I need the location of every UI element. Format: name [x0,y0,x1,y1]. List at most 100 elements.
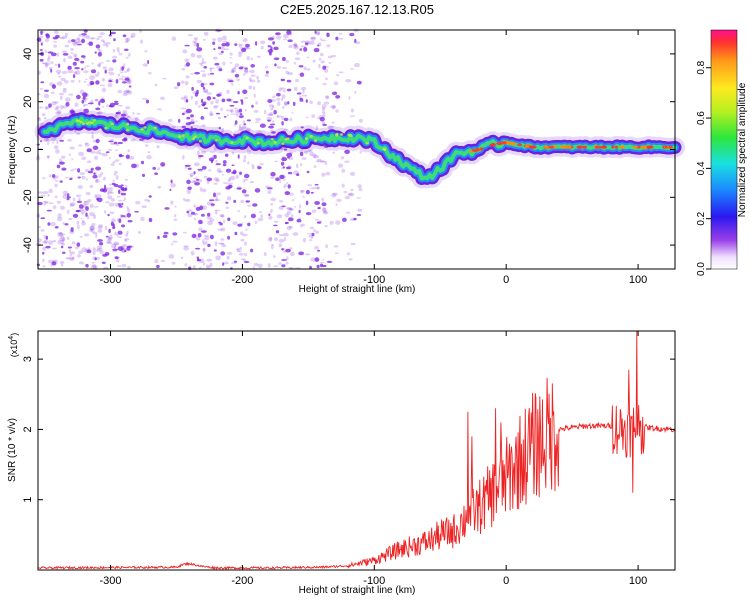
scatter-dot [296,172,299,176]
scatter-dot [64,223,69,226]
y-tick-label: 3 [22,356,34,362]
scatter-dot [72,197,76,202]
scatter-dot [107,237,113,242]
scatter-dot [78,151,84,157]
scatter-dot [98,152,102,155]
scatter-dot [316,264,320,269]
scatter-dot [160,162,166,167]
scatter-dot [290,251,295,257]
scatter-dot [57,75,62,78]
scatter-dot [170,200,174,205]
scatter-dot [61,35,68,39]
scatter-dot [341,183,345,188]
y-tick-label: 2 [22,426,34,432]
scatter-dot [233,199,237,203]
scatter-dot [209,199,215,202]
scatter-dot [213,105,219,108]
scatter-dot [257,166,262,170]
scatter-dot [321,207,327,213]
scatter-dot [270,171,276,177]
scatter-dot [97,197,103,203]
x-tick-label: -300 [100,575,122,587]
scatter-dot [116,233,119,237]
scatter-dot [59,237,65,242]
scatter-dot [284,184,287,188]
scatter-dot [118,189,121,194]
scatter-dot [44,138,49,142]
scatter-dot [90,69,97,74]
scatter-dot [265,65,268,69]
scatter-dot [322,211,329,215]
scatter-dot [121,263,127,268]
scatter-dot [94,179,100,183]
scatter-dot [335,95,341,99]
track-highlight [88,121,92,124]
spectrogram-y-label: Frequency (Hz) [7,116,18,185]
scatter-dot [283,186,286,189]
scatter-dot [62,88,67,94]
scatter-dot [127,149,131,153]
scatter-dot [187,167,192,170]
scatter-dot [78,208,85,211]
scatter-dot [302,89,305,94]
scatter-dot [298,251,304,256]
scatter-dot [321,104,327,109]
scatter-dot [120,245,125,250]
scatter-dot [271,244,274,250]
scatter-dot [357,184,363,189]
scatter-dot [244,108,247,112]
scatter-dot [112,248,118,251]
scatter-dot [240,238,245,242]
scatter-dot [201,98,204,104]
scatter-dot [102,176,106,181]
scatter-dot [45,106,51,110]
x-tick-label: -100 [363,274,385,286]
track-highlight [273,141,277,144]
scatter-dot [102,105,105,108]
scatter-dot [89,225,96,231]
scatter-dot [112,55,118,59]
scatter-dot [214,199,221,201]
track-peak [479,147,484,151]
scatter-dot [215,194,218,200]
scatter-dot [185,122,191,126]
scatter-dot [97,229,103,233]
scatter-dot [330,105,336,109]
scatter-dot [182,49,188,54]
track-peak [614,145,619,149]
scatter-dot [231,164,235,167]
scatter-dot [122,244,127,248]
scatter-dot [56,81,63,86]
colorbar-gradient [710,29,738,270]
scatter-dot [200,70,206,73]
scatter-dot [187,209,193,212]
scatter-dot [92,231,98,235]
scatter-dot [319,261,324,264]
colorbar-ticks: 0.0 0.2 0.4 0.6 0.8 [696,60,711,276]
scatter-dot [341,168,346,173]
scatter-dot [142,63,148,67]
scatter-dot [226,98,232,102]
scatter-dot [207,264,211,270]
track-highlight [256,142,260,145]
scatter-dot [238,66,244,70]
scatter-dot [218,52,223,56]
scatter-dot [126,38,129,43]
scatter-dot [200,64,203,67]
scatter-dot [244,252,248,257]
scatter-dot [255,101,258,105]
scatter-dot [83,200,90,206]
scatter-dot [300,163,303,167]
scatter-dot [51,91,55,95]
scatter-dot [54,101,59,104]
scatter-dot [124,178,128,181]
scatter-dot [51,174,56,178]
scatter-dot [130,138,136,142]
scatter-dot [213,154,217,159]
scatter-dot [209,67,215,70]
scatter-dot [113,243,119,245]
scatter-dot [83,108,89,114]
scatter-dot [170,179,173,184]
scatter-dot [107,195,113,200]
y-tick-label: -20 [22,189,34,205]
